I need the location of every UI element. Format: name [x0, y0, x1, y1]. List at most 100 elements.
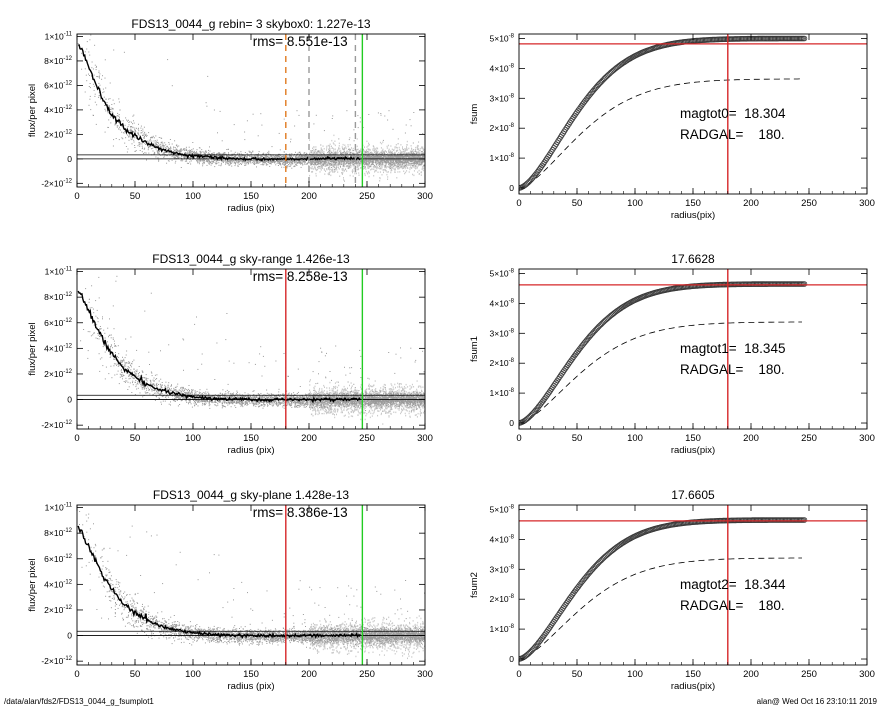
y-tick-label: 0	[509, 418, 514, 428]
y-tick-label: 0	[509, 183, 514, 193]
x-axis-label: radius(pix)	[671, 210, 715, 221]
y-tick-label: 2×10-12	[44, 605, 72, 615]
y-tick-label: 0	[67, 154, 72, 164]
x-tick-label: 0	[516, 433, 521, 444]
x-tick-label: 100	[185, 191, 201, 202]
y-tick-label: 5×10-8	[490, 504, 515, 514]
x-tick-label: 100	[627, 433, 643, 444]
panel-1: 0 50 100 150 200 250 300-2×10-1202×10-124×10-1…	[27, 17, 433, 214]
x-tick-label: 0	[516, 198, 521, 209]
x-axis-label: radius(pix)	[671, 681, 715, 692]
plot-area	[77, 505, 425, 665]
x-tick-label: 300	[859, 198, 875, 209]
y-tick-label: 4×10-12	[44, 343, 72, 353]
x-tick-label: 0	[74, 433, 79, 444]
x-tick-label: 200	[301, 669, 317, 680]
plot-area	[519, 505, 867, 665]
x-tick-label: 150	[685, 433, 701, 444]
x-tick-label: 50	[130, 433, 141, 444]
radial-profile-line	[77, 290, 361, 404]
y-axis-label: flux/per pixel	[27, 558, 38, 611]
magtot-annotation: magtot1= 18.345	[680, 341, 785, 356]
y-axis-label: fsum	[469, 104, 480, 125]
y-axis-label: fsum2	[469, 572, 480, 598]
y-tick-label: 4×10-12	[44, 579, 72, 589]
x-tick-label: 300	[859, 433, 875, 444]
plot-area	[519, 269, 867, 429]
rms-annotation: rms= 8.551e-13	[253, 34, 348, 49]
y-tick-label: 1×10-8	[490, 388, 515, 398]
panel-title: FDS13_0044_g sky-plane 1.428e-13	[153, 488, 349, 502]
y-tick-label: 2×10-8	[490, 358, 515, 368]
x-tick-label: 100	[185, 669, 201, 680]
y-tick-label: 1×10-11	[45, 31, 73, 41]
y-axis-label: flux/per pixel	[27, 84, 38, 137]
y-tick-label: 0	[67, 631, 72, 641]
plot-area	[77, 269, 425, 429]
panel-title: FDS13_0044_g sky-range 1.426e-13	[152, 252, 350, 266]
x-tick-label: 0	[74, 191, 79, 202]
y-tick-label: 1×10-11	[45, 267, 73, 277]
y-tick-label: 1×10-8	[490, 153, 515, 163]
x-tick-label: 150	[685, 198, 701, 209]
y-tick-label: 5×10-8	[490, 268, 515, 278]
x-tick-label: 100	[627, 198, 643, 209]
x-tick-label: 200	[743, 669, 759, 680]
x-axis-label: radius(pix)	[671, 445, 715, 456]
axes-frame	[76, 268, 426, 430]
x-tick-label: 200	[743, 433, 759, 444]
panel-3: 0 50 100 150 200 250 300-2×10-1202×10-124×10-1…	[27, 252, 433, 456]
radgal-annotation: RADGAL= 180.	[680, 598, 785, 613]
x-tick-label: 100	[185, 433, 201, 444]
growth-curve-markers	[519, 35, 808, 191]
x-tick-label: 200	[301, 191, 317, 202]
plot-area	[519, 34, 867, 194]
background-growth-curve	[519, 78, 802, 189]
plot-area	[77, 34, 425, 187]
rms-annotation: rms= 8.258e-13	[253, 269, 348, 284]
radgal-annotation: RADGAL= 180.	[680, 127, 785, 142]
y-tick-label: 8×10-12	[44, 528, 72, 538]
x-tick-label: 250	[801, 433, 817, 444]
panel-5: 0 50 100 150 200 250 300-2×10-1202×10-124×10-1…	[27, 488, 433, 692]
y-tick-label: 6×10-12	[44, 318, 72, 328]
y-tick-label: 2×10-8	[490, 594, 515, 604]
y-tick-label: 4×10-8	[490, 298, 515, 308]
outer-pixel-band	[309, 613, 425, 660]
radial-profile-line	[77, 525, 361, 639]
y-tick-label: -2×10-12	[41, 178, 72, 188]
y-tick-label: 1×10-11	[45, 503, 73, 513]
x-tick-label: 250	[359, 191, 375, 202]
x-tick-label: 50	[130, 191, 141, 202]
background-growth-curve	[519, 557, 802, 660]
x-tick-label: 150	[243, 433, 259, 444]
y-tick-label: -2×10-12	[41, 420, 72, 430]
panel-title: FDS13_0044_g rebin= 3 skybox0: 1.227e-13	[131, 17, 370, 31]
x-tick-label: 0	[516, 669, 521, 680]
y-tick-label: 6×10-12	[44, 554, 72, 564]
user-timestamp-label: alan@ Wed Oct 16 23:10:11 2019	[756, 697, 877, 706]
x-axis-label: radius (pix)	[228, 445, 275, 456]
file-path-label: /data/alan/fds2/FDS13_0044_g_fsumplot1	[4, 697, 154, 706]
y-tick-label: 6×10-12	[44, 80, 72, 90]
x-tick-label: 300	[417, 191, 433, 202]
x-tick-label: 250	[801, 669, 817, 680]
x-tick-label: 50	[572, 198, 583, 209]
background-growth-curve	[519, 321, 802, 424]
x-tick-label: 0	[74, 669, 79, 680]
x-tick-label: 150	[243, 191, 259, 202]
y-tick-label: 4×10-12	[44, 105, 72, 115]
y-tick-label: 2×10-12	[44, 369, 72, 379]
panel-2: 0 50 100 150 200 250 300 0 1×10-8 2×10-8 3×10-8 4×1…	[469, 33, 875, 221]
y-axis-label: fsum1	[469, 336, 480, 362]
y-tick-label: 8×10-12	[44, 292, 72, 302]
y-tick-label: 3×10-8	[490, 328, 515, 338]
y-tick-label: 3×10-8	[490, 93, 515, 103]
y-tick-label: 2×10-12	[44, 129, 72, 139]
x-axis-label: radius (pix)	[228, 203, 275, 214]
x-tick-label: 100	[627, 669, 643, 680]
y-tick-label: 4×10-8	[490, 63, 515, 73]
panel-4: 0 50 100 150 200 250 300 0 1×10-8 2×10-8 3×10-8 4×1…	[469, 252, 875, 456]
y-tick-label: 0	[509, 654, 514, 664]
